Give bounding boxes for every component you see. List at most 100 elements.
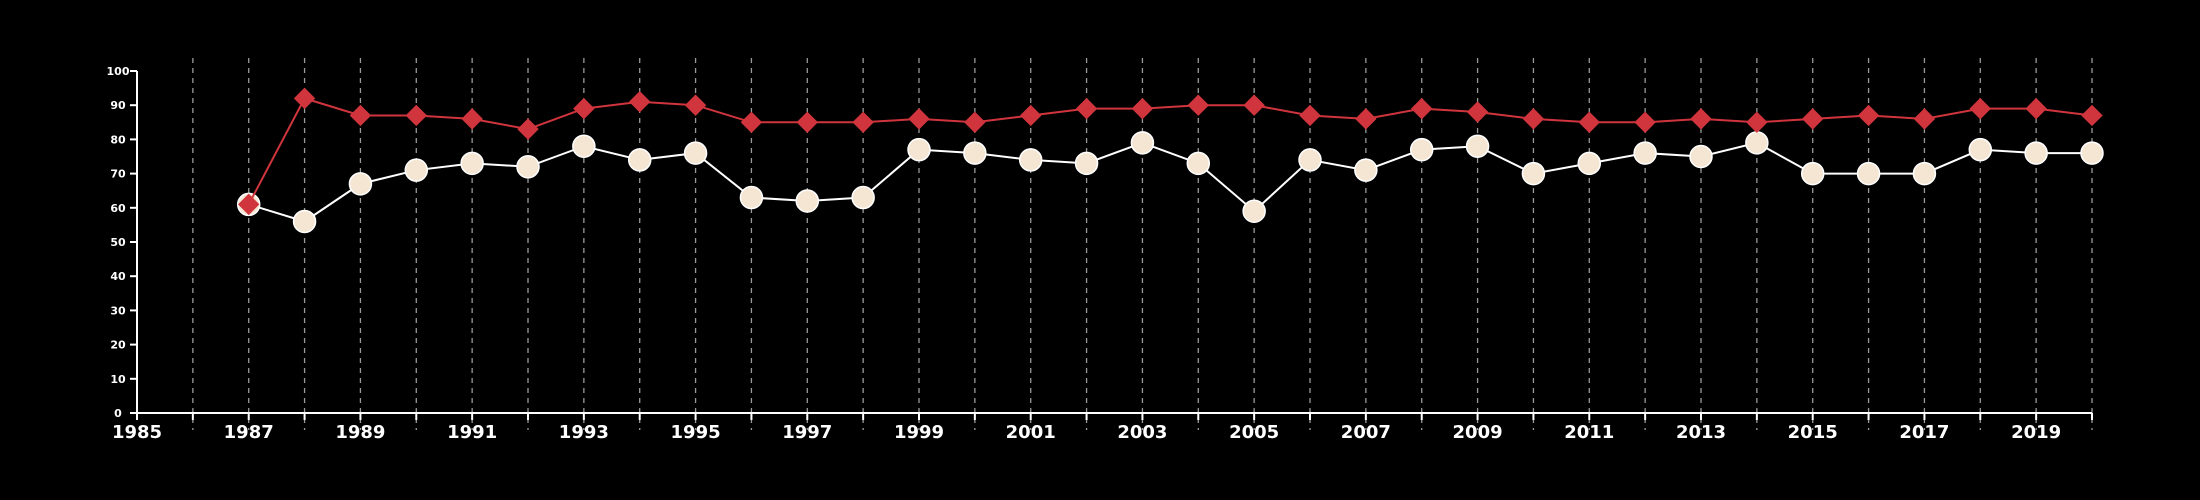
x-tick-label: 1985 <box>112 422 162 443</box>
data-point <box>1968 137 1993 162</box>
data-point <box>1354 158 1378 182</box>
data-point <box>1913 108 1936 130</box>
data-point <box>1689 144 1713 169</box>
series-line <box>247 97 2093 205</box>
data-point <box>404 158 429 182</box>
y-tick-label: 20 <box>110 339 126 352</box>
x-tick-label: 2001 <box>1006 422 1056 443</box>
data-point <box>907 137 931 162</box>
data-point <box>740 111 763 134</box>
data-point <box>461 108 483 130</box>
data-point <box>2081 104 2103 127</box>
data-point <box>1018 148 1043 172</box>
y-tick-label: 10 <box>110 373 126 386</box>
data-point <box>1131 97 1154 120</box>
data-point <box>852 111 874 134</box>
data-point <box>349 104 372 127</box>
y-tick-label: 80 <box>110 133 126 146</box>
data-point <box>908 108 930 130</box>
x-tick-label: 2019 <box>2011 422 2061 443</box>
data-point <box>1969 97 1991 120</box>
data-point <box>683 141 708 165</box>
data-point <box>1521 161 1546 186</box>
data-point <box>1465 134 1490 158</box>
x-tick-label: 2015 <box>1788 422 1838 443</box>
series-2 <box>236 131 2104 234</box>
data-point <box>1522 108 1545 130</box>
data-point <box>573 97 595 120</box>
data-point <box>684 94 707 116</box>
x-tick-label: 2007 <box>1341 422 1391 443</box>
data-point <box>1802 108 1824 130</box>
y-tick-label: 90 <box>110 99 126 112</box>
data-point <box>1243 94 1265 116</box>
y-tick-label: 70 <box>110 168 126 181</box>
axes: 1985 1987 1989 1991 1993 1995 1997 1999 2001 2003… <box>107 65 2093 443</box>
x-tick-label: 2013 <box>1676 422 1726 443</box>
data-point <box>405 104 427 127</box>
data-point <box>1409 137 1434 162</box>
x-tick-label: 1991 <box>447 422 497 443</box>
y-tick-label: 0 <box>114 407 122 420</box>
x-tick-label: 1999 <box>894 422 944 443</box>
data-point <box>1634 111 1656 134</box>
data-point <box>796 111 818 134</box>
x-tick-label: 2011 <box>1564 422 1614 443</box>
data-point <box>1187 94 1209 116</box>
data-point <box>851 185 875 210</box>
y-tick-label: 50 <box>110 236 126 249</box>
data-point <box>964 111 986 134</box>
data-point <box>2024 141 2048 165</box>
y-tick-label: 30 <box>110 304 126 317</box>
y-tick-label: 60 <box>110 202 126 215</box>
data-point <box>1745 131 1769 155</box>
y-tick-label: 100 <box>107 65 130 78</box>
data-point <box>1298 148 1322 172</box>
x-tick-label: 2017 <box>1899 422 1949 443</box>
data-point <box>293 87 316 110</box>
data-point <box>2080 141 2104 165</box>
data-point <box>1633 141 1657 165</box>
data-point <box>795 189 820 213</box>
data-point <box>1856 161 1881 186</box>
data-point <box>1242 199 1266 223</box>
data-point <box>1466 101 1489 123</box>
data-point <box>2025 97 2047 120</box>
data-point <box>1020 104 1042 127</box>
data-point <box>1578 111 1600 134</box>
data-point <box>627 148 652 172</box>
data-point <box>1074 151 1099 176</box>
data-point <box>1130 131 1155 155</box>
data-point <box>238 193 260 216</box>
series-1 <box>238 87 2103 216</box>
series-layer <box>236 87 2104 234</box>
x-tick-label: 1997 <box>782 422 832 443</box>
x-tick-label: 2003 <box>1117 422 1167 443</box>
data-point <box>1075 97 1098 120</box>
data-point <box>1857 104 1880 127</box>
data-point <box>1299 104 1321 127</box>
data-point <box>516 155 540 179</box>
data-point <box>1577 151 1602 176</box>
data-point <box>739 185 764 210</box>
data-point <box>1746 111 1768 134</box>
series-line <box>248 141 2092 223</box>
x-tick-label: 1987 <box>224 422 274 443</box>
data-point <box>572 134 596 158</box>
x-tick-label: 1995 <box>671 422 721 443</box>
y-tick-label: 40 <box>110 270 126 283</box>
data-point <box>629 91 651 113</box>
data-point <box>1186 151 1211 176</box>
x-tick-label: 1989 <box>335 422 385 443</box>
data-point <box>1690 108 1712 130</box>
data-point <box>460 151 484 176</box>
data-point <box>1912 161 1937 186</box>
data-point <box>1355 108 1377 130</box>
data-point <box>1411 97 1433 120</box>
x-tick-label: 2005 <box>1229 422 1279 443</box>
data-point <box>348 172 373 196</box>
x-tick-label: 1993 <box>559 422 609 443</box>
data-point <box>963 141 987 165</box>
x-tick-label: 2009 <box>1453 422 1503 443</box>
